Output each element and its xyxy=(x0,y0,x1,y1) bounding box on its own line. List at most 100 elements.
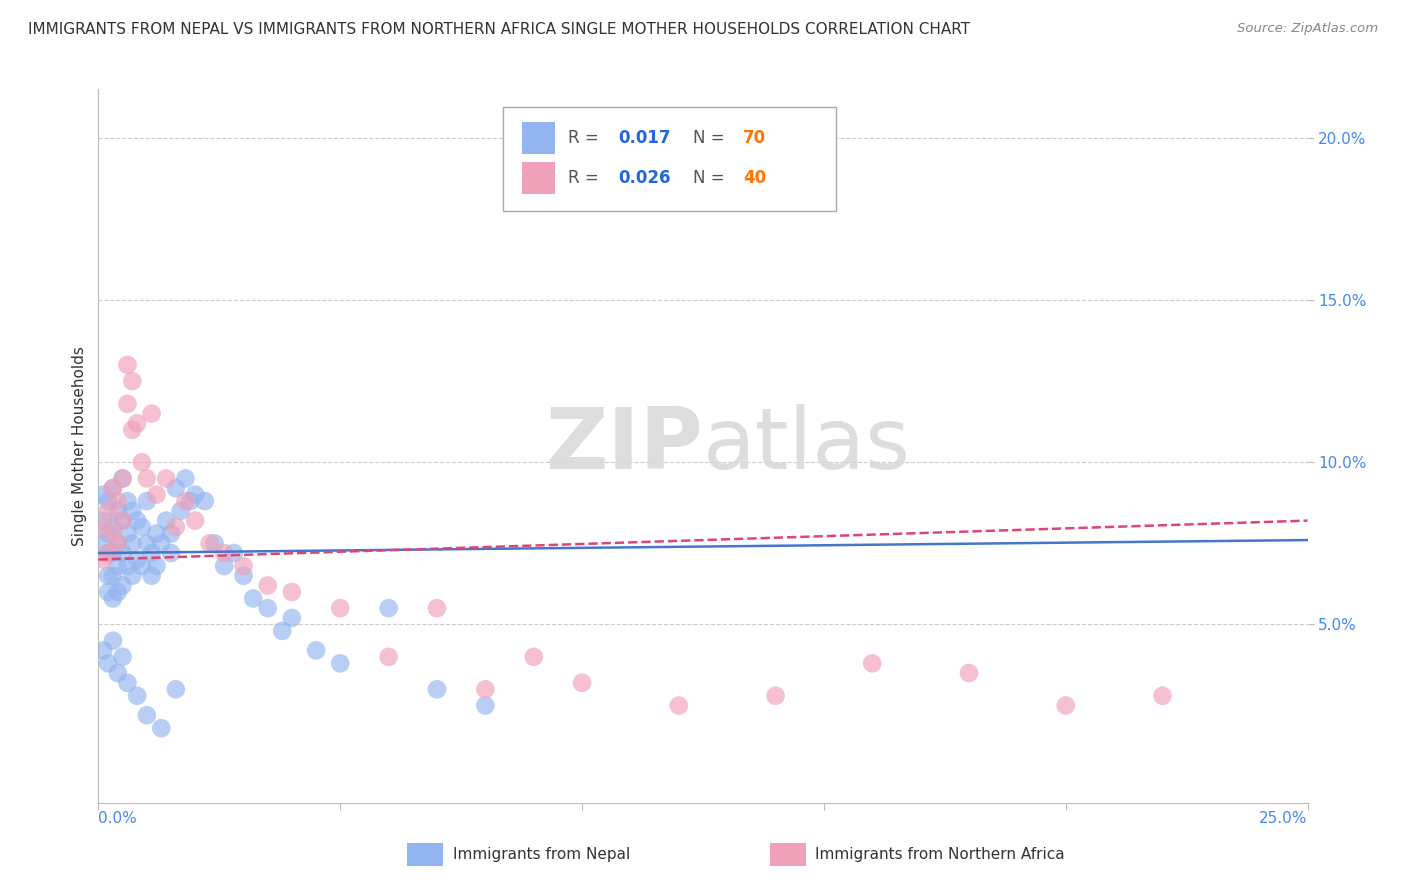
Point xyxy=(107,494,129,508)
Point xyxy=(165,520,187,534)
Point xyxy=(101,481,124,495)
Point xyxy=(150,536,173,550)
Text: 0.017: 0.017 xyxy=(619,128,671,146)
Text: R =: R = xyxy=(568,169,603,187)
Point xyxy=(111,514,134,528)
Point xyxy=(117,675,139,690)
Point xyxy=(91,520,114,534)
Point xyxy=(179,494,201,508)
Point xyxy=(169,504,191,518)
Point xyxy=(97,494,120,508)
Point xyxy=(111,546,134,560)
Point xyxy=(121,374,143,388)
Point xyxy=(117,526,139,541)
Point xyxy=(198,536,221,550)
Text: ZIP: ZIP xyxy=(546,404,703,488)
Point xyxy=(668,698,690,713)
Point xyxy=(121,536,143,550)
Point xyxy=(117,494,139,508)
Text: 0.026: 0.026 xyxy=(619,169,671,187)
Text: R =: R = xyxy=(568,128,603,146)
Text: atlas: atlas xyxy=(703,404,911,488)
Point xyxy=(101,526,124,541)
Point xyxy=(377,649,399,664)
Point xyxy=(145,559,167,574)
Point xyxy=(184,514,207,528)
Point xyxy=(97,546,120,560)
Text: 70: 70 xyxy=(742,128,766,146)
Point xyxy=(135,471,157,485)
Point xyxy=(107,504,129,518)
Point xyxy=(232,559,254,574)
Point xyxy=(165,682,187,697)
Point xyxy=(242,591,264,606)
Point xyxy=(101,633,124,648)
Point xyxy=(131,455,153,469)
Point xyxy=(127,689,149,703)
Point xyxy=(571,675,593,690)
Point xyxy=(111,514,134,528)
Text: Source: ZipAtlas.com: Source: ZipAtlas.com xyxy=(1237,22,1378,36)
FancyBboxPatch shape xyxy=(522,162,555,194)
Point xyxy=(121,504,143,518)
Point xyxy=(212,559,235,574)
Point xyxy=(101,546,124,560)
Point xyxy=(101,591,124,606)
FancyBboxPatch shape xyxy=(522,121,555,153)
Point xyxy=(957,666,980,681)
Y-axis label: Single Mother Households: Single Mother Households xyxy=(72,346,87,546)
Point xyxy=(474,698,496,713)
Point xyxy=(97,504,120,518)
Point xyxy=(135,708,157,723)
FancyBboxPatch shape xyxy=(406,843,443,865)
Point xyxy=(91,514,114,528)
Point xyxy=(141,546,163,560)
Text: 40: 40 xyxy=(742,169,766,187)
Point xyxy=(101,568,124,582)
Point xyxy=(91,488,114,502)
Text: 25.0%: 25.0% xyxy=(1260,812,1308,826)
Point xyxy=(426,682,449,697)
Point xyxy=(117,397,139,411)
Point xyxy=(101,520,124,534)
Text: N =: N = xyxy=(693,169,730,187)
Point xyxy=(127,552,149,566)
Point xyxy=(281,611,304,625)
Point xyxy=(765,689,787,703)
Point xyxy=(860,657,883,671)
Point xyxy=(145,488,167,502)
Point xyxy=(97,657,120,671)
FancyBboxPatch shape xyxy=(769,843,806,865)
Point xyxy=(127,514,149,528)
Point xyxy=(160,546,183,560)
Point xyxy=(212,546,235,560)
Point xyxy=(155,514,177,528)
Point xyxy=(1054,698,1077,713)
Point xyxy=(97,546,120,560)
Point xyxy=(107,666,129,681)
Point xyxy=(107,559,129,574)
Point xyxy=(111,471,134,485)
Point xyxy=(523,649,546,664)
Point xyxy=(145,526,167,541)
Text: Immigrants from Nepal: Immigrants from Nepal xyxy=(453,847,630,862)
Point xyxy=(222,546,245,560)
Point xyxy=(107,536,129,550)
Point xyxy=(111,649,134,664)
Point xyxy=(97,568,120,582)
Point xyxy=(135,536,157,550)
Text: Immigrants from Northern Africa: Immigrants from Northern Africa xyxy=(815,847,1066,862)
Point xyxy=(184,488,207,502)
Point xyxy=(1152,689,1174,703)
Point xyxy=(271,624,294,638)
Point xyxy=(256,601,278,615)
Point xyxy=(141,568,163,582)
Point xyxy=(204,536,226,550)
Point xyxy=(256,578,278,592)
Point xyxy=(329,601,352,615)
Point xyxy=(174,494,197,508)
Point xyxy=(165,481,187,495)
FancyBboxPatch shape xyxy=(503,107,837,211)
Point xyxy=(91,643,114,657)
Point xyxy=(121,568,143,582)
